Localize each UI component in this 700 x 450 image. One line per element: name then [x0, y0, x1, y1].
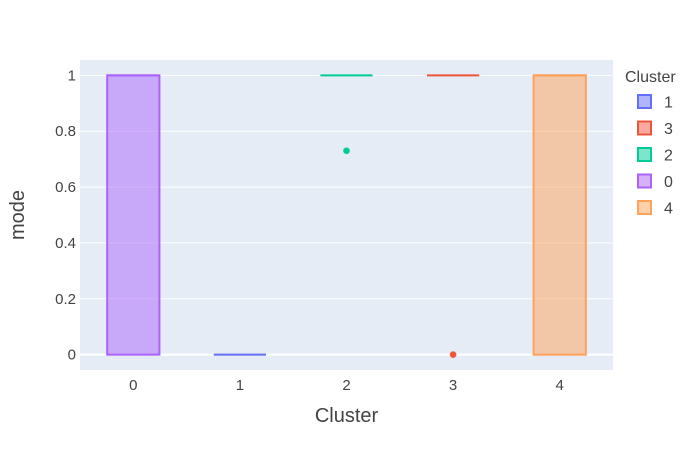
- y-axis-title: mode: [7, 190, 29, 240]
- outlier-point[interactable]: [343, 147, 350, 155]
- legend-label: 0: [664, 174, 673, 191]
- legend-item-3[interactable]: 3: [637, 120, 673, 138]
- outlier-point[interactable]: [449, 351, 457, 359]
- legend-item-1[interactable]: 1: [637, 94, 673, 112]
- legend-swatch: [637, 147, 652, 162]
- x-tick-label: 2: [342, 377, 350, 394]
- plot-background: [80, 60, 613, 370]
- legend-label: 4: [664, 201, 673, 218]
- x-tick-label: 4: [556, 377, 564, 394]
- y-tick-label: 0.6: [55, 179, 76, 196]
- legend-swatch: [637, 200, 652, 215]
- x-tick-labels: 0 1 2 3 4: [129, 377, 564, 394]
- box-0[interactable]: [106, 74, 161, 356]
- y-tick-label: 0: [68, 347, 76, 364]
- box-series-2[interactable]: [320, 74, 373, 155]
- box-series-0[interactable]: [106, 74, 161, 356]
- legend-label: 2: [664, 148, 673, 165]
- y-tick-label: 0.8: [55, 123, 76, 140]
- legend-swatch: [637, 94, 652, 109]
- x-tick-label: 3: [449, 377, 457, 394]
- legend-item-0[interactable]: 0: [637, 173, 673, 191]
- x-tick-label: 0: [129, 377, 137, 394]
- box-plot-series: [106, 74, 587, 359]
- x-tick-label: 1: [236, 377, 244, 394]
- y-tick-label: 1: [68, 67, 76, 84]
- box-series-4[interactable]: [532, 74, 587, 356]
- legend-swatch: [637, 120, 652, 136]
- box-4[interactable]: [532, 74, 587, 356]
- legend-title: Cluster: [625, 69, 676, 86]
- legend-item-4[interactable]: 4: [637, 200, 673, 218]
- legend-item-2[interactable]: 2: [637, 147, 673, 165]
- box-series-3[interactable]: [426, 74, 480, 359]
- legend-swatch: [637, 173, 652, 189]
- y-tick-label: 0.2: [55, 291, 76, 308]
- y-tick-label: 0.4: [55, 235, 76, 252]
- legend-label: 3: [664, 121, 673, 138]
- legend: 1 3 2 0 4: [637, 94, 673, 218]
- x-axis-title: Cluster: [315, 405, 379, 427]
- legend-label: 1: [664, 95, 673, 112]
- y-tick-labels: 0 0.2 0.4 0.6 0.8 1: [55, 67, 76, 363]
